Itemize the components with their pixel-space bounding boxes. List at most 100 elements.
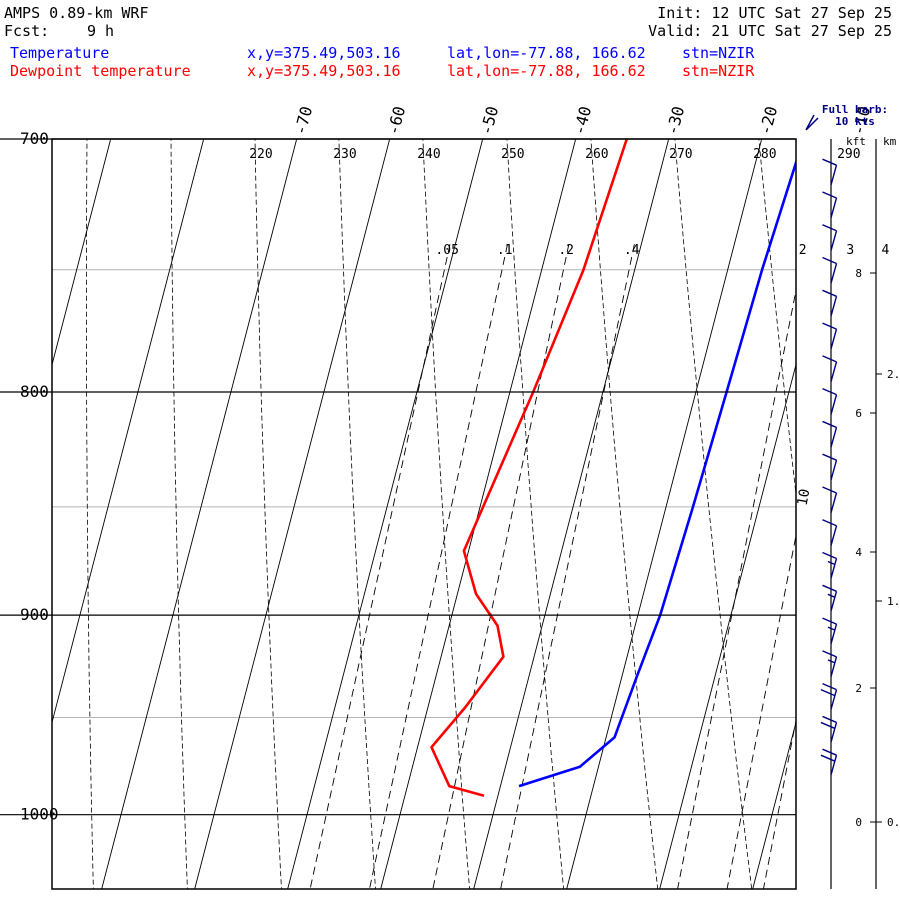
dry-adiabat-220 [254, 139, 282, 889]
legend-temperature-latlon: lat,lon=-77.88, 166.62 [447, 44, 646, 62]
dry-adiabat-label-230: 230 [333, 147, 356, 162]
kft-label-2: 2 [855, 682, 862, 695]
isotherm--20 [566, 139, 763, 889]
wind-barb-full-6-0 [822, 355, 837, 363]
wind-barb-full-7-0 [822, 388, 837, 396]
wind-barb-full-12-0 [822, 551, 837, 560]
wind-barb-full-9-0 [822, 453, 837, 461]
isotherm-label--30: -30 [662, 104, 688, 137]
wind-barb-shaft-11 [830, 525, 838, 546]
legend-temperature-xy: x,y=375.49,503.16 [247, 44, 401, 62]
wind-barb-full-18-0 [822, 748, 837, 756]
mixing-ratio-label-5: 3 [846, 243, 854, 258]
pressure-label-800: 800 [20, 382, 49, 401]
wind-barb-7 [822, 388, 838, 415]
wind-barb-shaft-1 [830, 197, 838, 218]
wind-barb-1 [822, 191, 838, 218]
wind-barb-16 [820, 683, 838, 710]
dry-adiabat-230 [338, 139, 376, 889]
mixing-ratio-line-6 [763, 718, 796, 889]
isotherm--10 [659, 362, 796, 889]
wind-barb-full-1-0 [822, 191, 837, 199]
wind-barb-half-14 [827, 626, 836, 631]
km-label-0: 2. [887, 368, 900, 381]
wind-barb-full-13-0 [822, 584, 837, 592]
wind-barb-full-15-0 [822, 650, 837, 658]
isotherm-label--60: -60 [383, 104, 409, 137]
kft-label-4: 4 [855, 546, 862, 559]
barb-key-line1: Full barb: [822, 103, 888, 116]
wind-barb-shaft-14 [830, 623, 838, 645]
kft-label-0: 0 [855, 816, 862, 829]
kft-label-8: 8 [855, 267, 862, 280]
dry-adiabat-290 [840, 112, 900, 900]
wind-barb-shaft-6 [830, 361, 838, 382]
wind-barb-8 [822, 420, 838, 448]
init-time: Init: 12 UTC Sat 27 Sep 25 [657, 4, 892, 22]
wind-barb-shaft-12 [830, 558, 838, 579]
legend-temperature-station: stn=NZIR [682, 44, 755, 62]
wind-barb-full-0-0 [822, 158, 837, 166]
wind-barb-shaft-3 [830, 263, 838, 284]
legend-dewpoint-latlon: lat,lon=-77.88, 166.62 [447, 62, 646, 80]
wind-barb-shaft-18 [830, 755, 838, 776]
wind-barb-shaft-15 [830, 656, 838, 677]
dry-adiabat-label-260: 260 [585, 147, 608, 162]
dry-adiabat-label-280: 280 [753, 147, 776, 162]
wind-barb-half-12 [827, 560, 836, 566]
dewpoint-profile [430, 139, 629, 797]
mixing-ratio-label-1: .1 [497, 243, 513, 258]
wind-barb-full-16-0 [822, 683, 837, 691]
isotherm--40 [380, 139, 577, 889]
wind-barb-shaft-5 [830, 328, 838, 350]
forecast-hour: 9 h [87, 22, 115, 40]
pressure-label-1000: 1000 [20, 805, 59, 824]
wind-barb-full-10-0 [822, 486, 837, 494]
wind-barb-shaft-13 [830, 591, 838, 612]
wind-barb-17 [820, 715, 838, 743]
dry-adiabat-260 [590, 139, 659, 889]
kft-label-6: 6 [855, 407, 862, 420]
wind-barb-9 [822, 453, 838, 481]
dry-adiabat-label-220: 220 [249, 147, 272, 162]
wind-barb-5 [822, 322, 838, 350]
diagram-labels: 7008009001000-70-60-50-40-30-20-10022023… [0, 104, 889, 824]
mixing-ratio-label-2: .2 [558, 243, 574, 258]
mixing-ratio-line-2 [432, 244, 570, 889]
wind-barb-half-13 [827, 593, 836, 598]
km-label-1: 1. [887, 595, 900, 608]
isotherm--80 [52, 139, 205, 725]
wind-barb-full-17-0 [822, 715, 837, 724]
wind-barb-half-15 [827, 659, 836, 664]
isotherm--70 [101, 139, 298, 889]
wind-barb-full-17-1 [820, 721, 836, 730]
wind-barb-13 [822, 584, 838, 612]
wind-barb-full-3-0 [822, 256, 837, 265]
km-axis-label: km [883, 135, 897, 148]
isotherm-label--40: -40 [569, 104, 595, 137]
dry-adiabat-200 [86, 139, 94, 889]
wind-barb-full-14-0 [822, 617, 837, 625]
wind-barb-0 [822, 158, 838, 186]
wind-barb-shaft-8 [830, 427, 838, 448]
valid-time: Valid: 21 UTC Sat 27 Sep 25 [648, 22, 892, 40]
wind-barb-full-11-0 [822, 519, 837, 527]
diagram-grid [52, 112, 900, 900]
temperature-profile [518, 158, 796, 788]
mixing-ratio-label-4: 2 [799, 243, 807, 258]
isotherm--60 [194, 139, 391, 889]
wind-barb-shaft-9 [830, 460, 838, 481]
wind-barb-15 [822, 650, 838, 677]
dry-adiabat-250 [506, 139, 565, 889]
mixing-ratio-label-6: 4 [881, 243, 889, 258]
wind-barb-shaft-7 [830, 394, 838, 415]
isotherm-label--50: -50 [476, 104, 502, 137]
barb-key-line2: 10 kts [835, 115, 875, 128]
wind-barb-12 [822, 551, 838, 579]
isotherm--90 [52, 139, 112, 367]
kft-axis-label: kft [846, 135, 866, 148]
pressure-label-900: 900 [20, 605, 49, 624]
dry-adiabat-270 [674, 139, 753, 889]
mixing-ratio-line-0 [309, 244, 451, 889]
